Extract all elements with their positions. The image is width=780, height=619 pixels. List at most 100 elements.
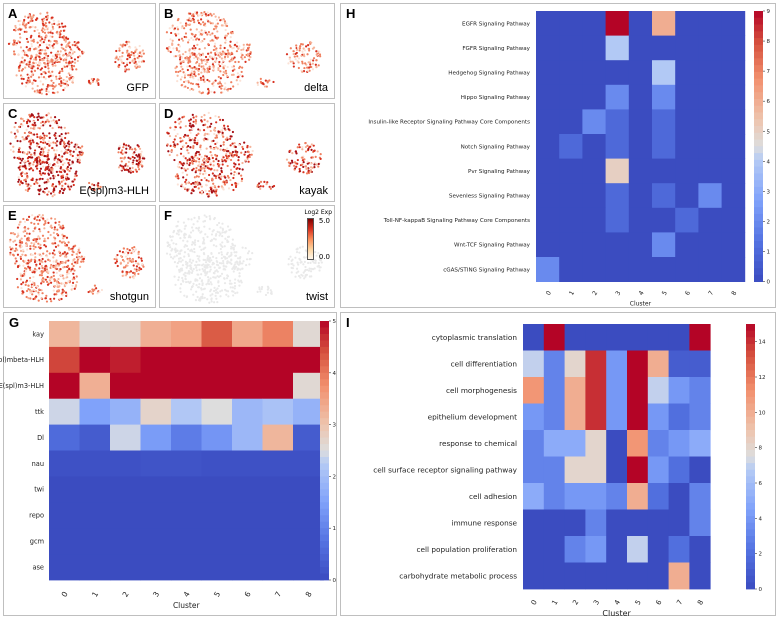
umap-point <box>199 165 202 168</box>
umap-point <box>31 87 34 90</box>
umap-point <box>212 160 215 163</box>
x-axis-label: Cluster <box>630 301 652 308</box>
umap-point <box>187 248 190 251</box>
umap-point <box>56 283 59 286</box>
umap-point <box>69 153 72 156</box>
umap-point <box>42 70 45 74</box>
colorbar-segment <box>320 327 329 335</box>
umap-point <box>134 50 137 54</box>
umap-point <box>37 293 40 296</box>
umap-point <box>131 250 134 253</box>
umap-point <box>52 231 55 234</box>
heatmap-cell <box>171 372 202 400</box>
row-label: cell adhesion <box>469 492 517 501</box>
umap-point <box>177 230 180 233</box>
umap-point <box>33 258 36 261</box>
umap-point <box>23 131 26 135</box>
heatmap-cell <box>559 134 583 159</box>
umap-point <box>311 156 314 159</box>
umap-point <box>68 143 71 146</box>
umap-point <box>78 154 81 157</box>
umap-point <box>19 19 22 23</box>
umap-point <box>124 266 127 269</box>
umap-point <box>22 77 25 81</box>
umap-point <box>46 118 49 121</box>
umap-point <box>18 41 21 44</box>
umap-point <box>46 218 49 221</box>
umap-point <box>196 220 199 223</box>
umap-point <box>202 173 205 176</box>
umap-point <box>226 174 230 178</box>
heatmap-cell <box>293 398 324 425</box>
colorbar-segment <box>746 536 755 544</box>
umap-point <box>183 245 186 248</box>
umap-point <box>172 257 175 260</box>
umap-point <box>70 185 73 188</box>
umap-point <box>173 275 176 278</box>
umap-point <box>37 45 40 48</box>
umap-point <box>143 157 146 160</box>
colorbar-segment <box>746 463 755 471</box>
umap-point <box>221 19 224 22</box>
umap-point <box>190 36 193 40</box>
umap-point <box>167 243 170 246</box>
umap-point <box>36 41 39 44</box>
heatmap-cell <box>293 502 324 529</box>
umap-point <box>206 266 209 269</box>
umap-point <box>77 250 80 253</box>
umap-point <box>75 146 78 149</box>
heatmap-cell <box>564 324 586 351</box>
heatmap-cell <box>668 456 690 484</box>
umap-point <box>219 226 222 229</box>
umap-point <box>91 80 94 84</box>
umap-point <box>22 259 25 262</box>
umap-point <box>226 156 229 159</box>
umap-point <box>97 83 100 86</box>
heatmap-cell <box>536 183 560 209</box>
umap-point <box>188 137 191 140</box>
heatmap-cell <box>698 134 722 159</box>
umap-point <box>49 40 52 43</box>
umap-point <box>231 150 235 154</box>
umap-point <box>202 75 205 78</box>
umap-point <box>202 13 205 16</box>
umap-point <box>33 238 36 241</box>
umap-point <box>212 28 216 31</box>
umap-point <box>221 241 224 244</box>
colorbar-segment <box>320 502 329 510</box>
umap-point <box>54 132 57 135</box>
umap-point <box>290 271 293 274</box>
umap-point <box>18 69 21 72</box>
umap-point <box>35 240 38 243</box>
umap-point <box>169 246 172 249</box>
heatmap-cell <box>628 207 653 233</box>
row-label: epithelium development <box>428 412 518 421</box>
umap-point <box>170 256 173 259</box>
umap-point <box>229 45 232 48</box>
umap-point <box>16 277 19 281</box>
heatmap-cell <box>49 476 80 503</box>
umap-point <box>298 169 302 173</box>
umap-point <box>185 173 189 177</box>
umap-point <box>135 159 138 162</box>
umap-point <box>221 163 224 166</box>
umap-point <box>44 22 47 25</box>
umap-point <box>40 73 43 76</box>
umap-point <box>259 290 262 293</box>
umap-point <box>26 185 29 188</box>
umap-panel-f: F twist Log2 Exp 5.0 0.0 <box>159 205 335 308</box>
umap-point <box>319 55 322 58</box>
umap-point <box>40 124 43 128</box>
umap-point <box>42 41 45 44</box>
umap-point <box>97 78 100 81</box>
umap-point <box>27 297 30 300</box>
umap-point <box>220 185 223 188</box>
umap-point <box>53 239 56 242</box>
umap-point <box>294 150 297 153</box>
umap-point <box>203 296 206 299</box>
umap-point <box>138 160 141 164</box>
umap-point <box>22 61 25 64</box>
umap-point <box>49 31 52 34</box>
heatmap-cell <box>262 502 294 529</box>
heatmap-cell <box>140 502 172 529</box>
